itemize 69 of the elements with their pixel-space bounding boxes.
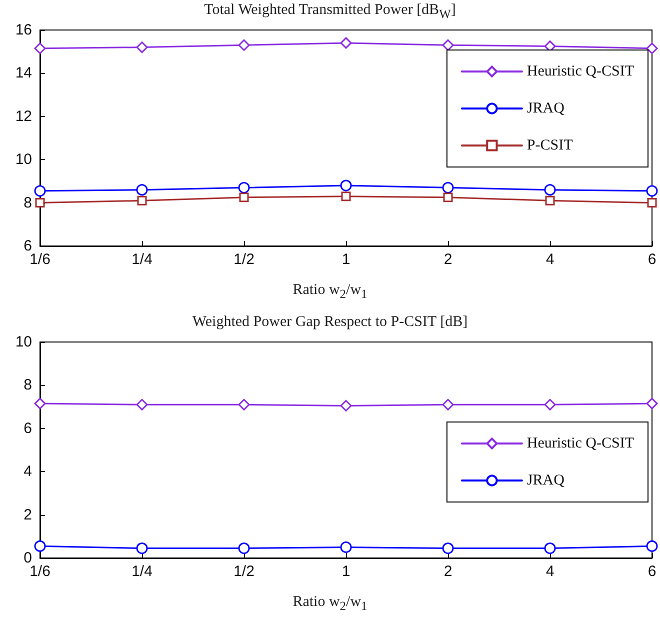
point [544, 184, 556, 196]
y-tick-label: 14 [15, 64, 32, 82]
point [136, 542, 148, 554]
x-tick-label: 2 [444, 563, 452, 580]
chart-title: Total Weighted Transmitted Power [dB$_{W}$] [203, 2, 457, 22]
x-tick-label: 4 [546, 563, 554, 580]
point [136, 184, 148, 196]
point [340, 541, 352, 553]
y-tick-label: 8 [24, 194, 32, 212]
point [238, 182, 250, 194]
point [34, 540, 46, 552]
x-tick-label: 1/4 [132, 251, 152, 268]
legend-label: JRAQ [526, 472, 565, 488]
x-tick-label: 1/6 [30, 563, 50, 580]
y-tick-label: 12 [15, 108, 32, 125]
point [238, 39, 250, 51]
y-tick-label: 6 [24, 238, 32, 254]
y-tick-label: 10 [15, 334, 32, 350]
legend-label: Heuristic Q-CSIT [526, 436, 634, 452]
legend-label: P-CSIT [526, 138, 573, 154]
x-tick-label: 1/6 [30, 251, 50, 268]
point [646, 540, 658, 552]
point [544, 542, 556, 554]
point [646, 398, 658, 410]
point [238, 542, 250, 554]
x-tick-label: 6 [648, 563, 656, 580]
x-tick-label: 1/2 [234, 251, 254, 268]
point [443, 192, 453, 202]
point [340, 400, 352, 412]
point [136, 398, 148, 410]
y-tick-label: 6 [24, 420, 32, 437]
point [442, 182, 454, 194]
point [545, 196, 555, 206]
point [544, 398, 556, 410]
point [340, 180, 352, 192]
point [442, 542, 454, 554]
point [34, 398, 46, 410]
x-tick-label: 1/2 [234, 563, 254, 580]
x-axis-title: Ratio w$_{2}$/w$_{1}$ [292, 282, 368, 302]
chart-title: Weighted Power Gap Respect to P-CSIT [dB] [191, 314, 469, 331]
point [442, 398, 454, 410]
y-tick-label: 16 [15, 22, 32, 38]
y-tick-label: 10 [15, 151, 32, 168]
y-tick-label: 0 [24, 550, 32, 566]
point [647, 198, 657, 208]
legend-label: JRAQ [526, 100, 565, 116]
point [34, 185, 46, 197]
point [34, 42, 46, 54]
point [239, 192, 249, 202]
y-tick-label: 4 [24, 463, 32, 480]
y-tick-label: 2 [24, 506, 32, 524]
point [35, 198, 45, 208]
point [137, 196, 147, 206]
point [646, 42, 658, 54]
y-tick-label: 8 [24, 376, 32, 394]
x-tick-label: 2 [444, 251, 452, 268]
point [136, 42, 148, 54]
x-axis-title: Ratio w$_{2}$/w$_{1}$ [292, 594, 368, 614]
point [238, 398, 250, 410]
point [341, 192, 351, 202]
x-tick-label: 1 [342, 563, 350, 580]
point [646, 185, 658, 197]
legend-label: Heuristic Q-CSIT [526, 64, 634, 80]
x-tick-label: 1 [342, 251, 350, 268]
point [340, 37, 352, 49]
x-tick-label: 1/4 [132, 563, 152, 580]
x-tick-label: 6 [648, 251, 656, 268]
point [442, 39, 454, 51]
x-tick-label: 4 [546, 251, 554, 268]
